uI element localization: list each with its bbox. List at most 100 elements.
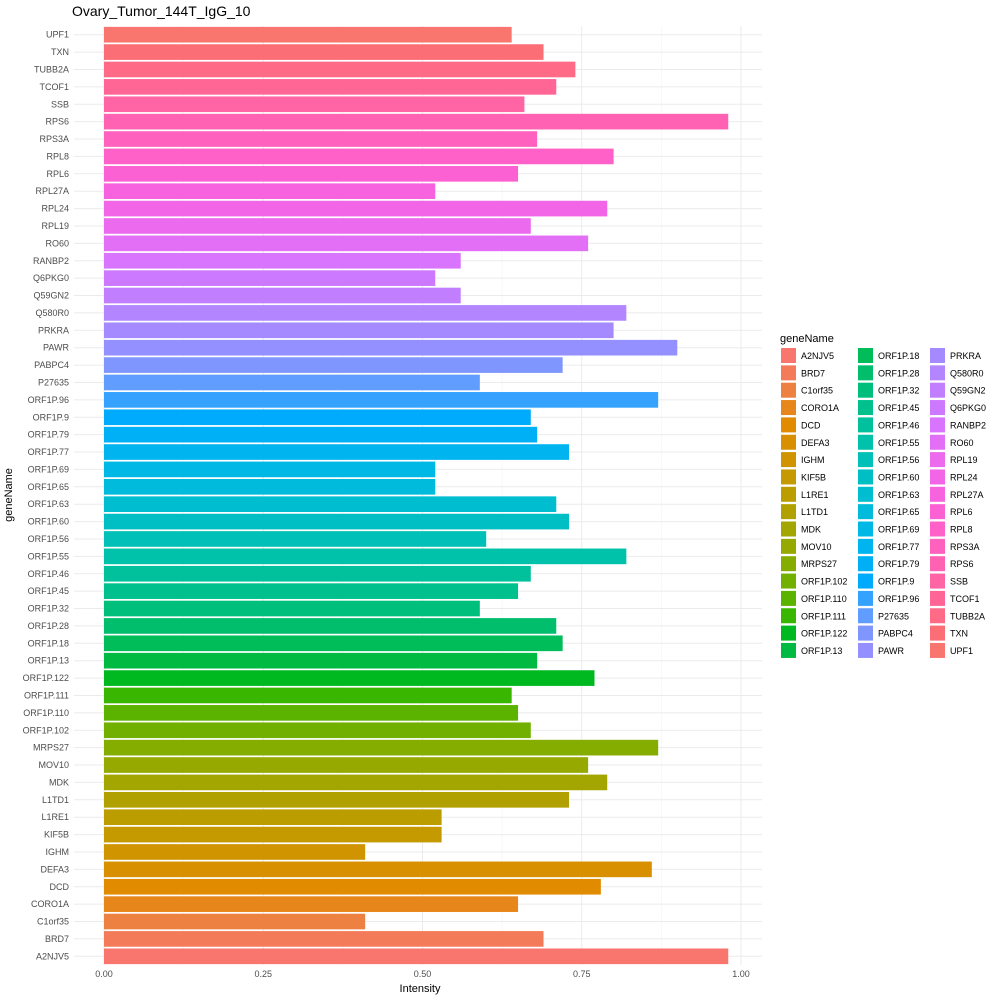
y-tick-label: ORF1P.60 (28, 517, 69, 527)
y-tick-label: Q59GN2 (33, 291, 69, 301)
legend-swatch (858, 573, 873, 589)
legend-label: PABPC4 (878, 629, 913, 639)
legend-label: L1TD1 (801, 507, 828, 517)
y-tick-label: ORF1P.32 (28, 604, 69, 614)
legend-label: ORF1P.63 (878, 490, 919, 500)
legend-swatch (781, 642, 796, 658)
y-tick-label: ORF1P.28 (28, 621, 69, 631)
y-tick-label: CORO1A (31, 899, 69, 909)
legend-swatch (781, 486, 796, 502)
legend-label: Q59GN2 (950, 386, 986, 396)
y-tick-label: PRKRA (38, 325, 69, 335)
bar-ORF1P.110 (104, 705, 519, 721)
legend-swatch (781, 417, 796, 433)
bar-TUBB2A (104, 61, 576, 78)
legend-swatch (858, 400, 873, 416)
legend-label: ORF1P.56 (878, 455, 919, 465)
legend-swatch (930, 486, 945, 502)
y-axis-title: geneName (3, 468, 15, 522)
legend-label: PRKRA (950, 351, 981, 361)
legend-label: TCOF1 (950, 594, 980, 604)
y-tick-label: C1orf35 (37, 917, 69, 927)
y-tick-label: ORF1P.122 (23, 673, 69, 683)
legend-label: MOV10 (801, 542, 832, 552)
legend-label: ORF1P.77 (878, 542, 919, 552)
legend-label: RPL19 (950, 455, 978, 465)
y-tick-label: RPL6 (46, 169, 69, 179)
y-tick-label: ORF1P.111 (24, 690, 69, 700)
legend-label: ORF1P.79 (878, 559, 919, 569)
bar-ORF1P.32 (104, 600, 480, 617)
legend-label: TXN (950, 629, 968, 639)
y-tick-label: UPF1 (46, 30, 69, 40)
legend-label: IGHM (801, 455, 825, 465)
legend-swatch (930, 590, 945, 606)
legend-swatch (930, 642, 945, 658)
bar-TCOF1 (104, 79, 557, 95)
legend-swatch (781, 469, 796, 485)
bar-ORF1P.69 (104, 461, 436, 478)
legend-label: ORF1P.102 (801, 577, 847, 587)
bar-RPL24 (104, 200, 608, 217)
legend-label: RPL8 (950, 525, 973, 535)
y-tick-label: ORF1P.65 (28, 482, 69, 492)
x-tick-label: 0.50 (414, 969, 432, 979)
legend-swatch (781, 348, 796, 363)
bar-ORF1P.55 (104, 548, 627, 565)
legend-label: ORF1P.122 (801, 629, 847, 639)
y-tick-label: ORF1P.69 (28, 464, 69, 474)
legend-label: C1orf35 (801, 386, 833, 396)
legend-swatch (858, 625, 873, 641)
y-tick-label: ORF1P.79 (28, 430, 69, 440)
bar-MOV10 (104, 757, 589, 773)
bar-ORF1P.111 (104, 687, 512, 704)
bar-BRD7 (104, 931, 544, 947)
legend-swatch (781, 382, 796, 398)
bar-Q59GN2 (104, 287, 461, 304)
legend-label: CORO1A (801, 403, 839, 413)
bar-ORF1P.63 (104, 496, 557, 513)
legend-label: Q6PKG0 (950, 403, 986, 413)
legend-label: ORF1P.110 (801, 594, 847, 604)
y-tick-label: PABPC4 (34, 360, 69, 370)
y-tick-label: ORF1P.55 (28, 551, 69, 561)
y-tick-label: SSB (51, 99, 69, 109)
legend-label: DEFA3 (801, 438, 830, 448)
bar-ORF1P.79 (104, 426, 538, 443)
legend-swatch (858, 417, 873, 433)
legend-label: ORF1P.69 (878, 525, 919, 535)
legend-label: BRD7 (801, 368, 825, 378)
y-tick-label: ORF1P.9 (33, 412, 69, 422)
legend-swatch (930, 365, 945, 381)
legend-swatch (930, 417, 945, 433)
legend-label: MRPS27 (801, 559, 837, 569)
y-tick-label: TXN (51, 47, 69, 57)
y-tick-label: L1RE1 (41, 812, 69, 822)
bar-SSB (104, 96, 525, 113)
bar-RPL27A (104, 183, 436, 200)
legend-label: ORF1P.96 (878, 594, 919, 604)
bar-L1TD1 (104, 791, 570, 808)
legend-label: RPS3A (950, 542, 980, 552)
legend-swatch (858, 486, 873, 502)
legend-label: A2NJV5 (801, 351, 834, 361)
bar-ORF1P.60 (104, 513, 570, 530)
y-tick-label: RANBP2 (33, 256, 69, 266)
legend-swatch (858, 538, 873, 554)
legend-label: ORF1P.111 (801, 611, 846, 621)
bar-P27635 (104, 374, 480, 391)
bar-L1RE1 (104, 809, 442, 826)
y-tick-label: ORF1P.110 (23, 708, 69, 718)
legend-label: TUBB2A (950, 611, 985, 621)
legend-label: ORF1P.46 (878, 420, 919, 430)
legend-label: Q580R0 (950, 368, 984, 378)
legend-swatch (781, 556, 796, 572)
y-tick-label: ORF1P.18 (28, 638, 69, 648)
legend-swatch (858, 608, 873, 624)
legend-swatch (858, 382, 873, 398)
legend-label: ORF1P.32 (878, 386, 919, 396)
legend-swatch (781, 573, 796, 589)
y-tick-label: MRPS27 (33, 743, 69, 753)
bar-PABPC4 (104, 357, 563, 373)
